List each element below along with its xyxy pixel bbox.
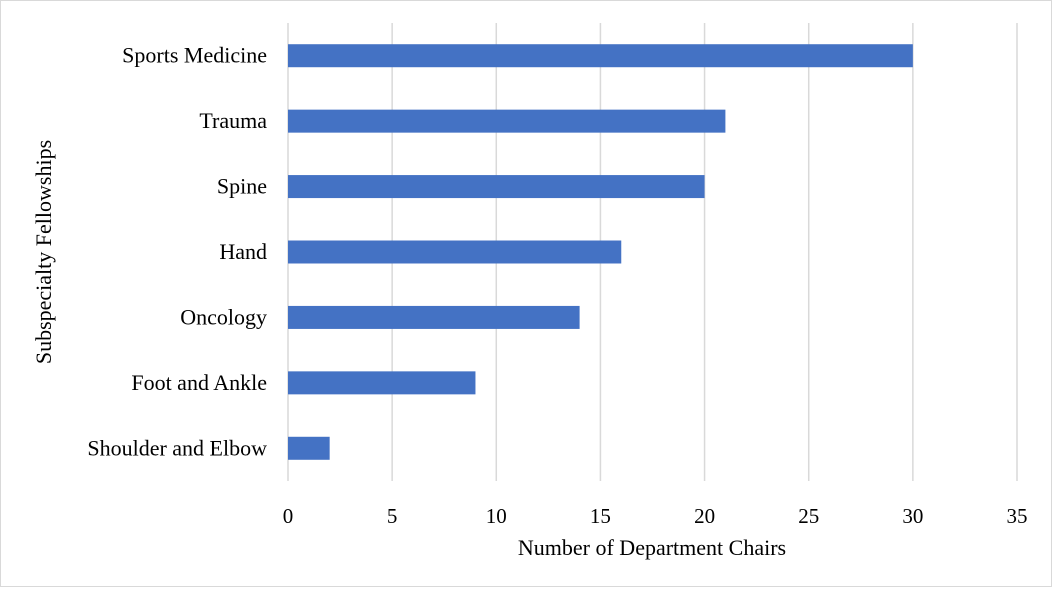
y-axis-title: Subspecialty Fellowships bbox=[31, 140, 56, 364]
x-tick-label: 10 bbox=[486, 504, 507, 528]
category-label: Sports Medicine bbox=[122, 43, 267, 68]
category-label: Spine bbox=[217, 174, 267, 199]
x-tick-label: 5 bbox=[387, 504, 398, 528]
bar bbox=[288, 436, 330, 460]
bar bbox=[288, 109, 726, 133]
category-labels: Sports Medicine Trauma Spine Hand Oncology Fo… bbox=[87, 43, 267, 461]
category-label: Foot and Ankle bbox=[131, 370, 267, 395]
x-tick-label: 15 bbox=[590, 504, 611, 528]
bar bbox=[288, 44, 913, 68]
bar bbox=[288, 240, 622, 264]
x-tick-labels: 0 5 10 15 20 25 30 35 bbox=[283, 504, 1028, 528]
bar bbox=[288, 371, 476, 395]
x-axis-title: Number of Department Chairs bbox=[518, 535, 786, 560]
bar bbox=[288, 175, 705, 199]
bars bbox=[288, 44, 913, 460]
x-tick-label: 0 bbox=[283, 504, 294, 528]
category-label: Trauma bbox=[199, 108, 267, 133]
category-label: Shoulder and Elbow bbox=[87, 435, 267, 460]
category-label: Hand bbox=[219, 239, 267, 264]
x-tick-label: 35 bbox=[1007, 504, 1028, 528]
x-tick-label: 30 bbox=[902, 504, 923, 528]
category-label: Oncology bbox=[180, 304, 267, 329]
bar bbox=[288, 305, 580, 329]
x-tick-label: 20 bbox=[694, 504, 715, 528]
x-tick-label: 25 bbox=[798, 504, 819, 528]
